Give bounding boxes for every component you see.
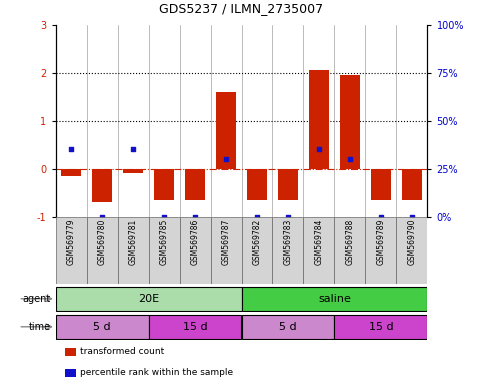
Bar	[185, 169, 205, 200]
Text: GSM569785: GSM569785	[159, 218, 169, 265]
Text: GSM569783: GSM569783	[284, 218, 293, 265]
Text: transformed count: transformed count	[80, 347, 164, 356]
Text: GSM569780: GSM569780	[98, 218, 107, 265]
Bar	[309, 70, 329, 169]
Bar	[92, 169, 112, 202]
Bar	[340, 75, 360, 169]
Text: GSM569789: GSM569789	[376, 218, 385, 265]
Bar	[149, 315, 242, 339]
Bar	[242, 287, 427, 311]
Point	[408, 214, 416, 220]
Bar	[86, 217, 117, 284]
Point	[98, 214, 106, 220]
Bar	[397, 217, 427, 284]
Text: 5 d: 5 d	[93, 322, 111, 332]
Text: 20E: 20E	[138, 294, 159, 304]
Text: GSM569782: GSM569782	[253, 218, 261, 265]
Bar	[371, 169, 391, 200]
Point	[222, 156, 230, 162]
Text: 15 d: 15 d	[183, 322, 207, 332]
Point	[67, 146, 75, 152]
Bar	[117, 217, 149, 284]
Text: GSM569788: GSM569788	[345, 218, 355, 265]
Point	[284, 214, 292, 220]
Bar	[242, 217, 272, 284]
Bar	[247, 169, 267, 200]
Text: time: time	[28, 322, 51, 332]
Bar	[334, 217, 366, 284]
Bar	[216, 92, 236, 169]
Text: agent: agent	[23, 294, 51, 304]
Bar	[366, 217, 397, 284]
Bar	[154, 169, 174, 200]
Text: GDS5237 / ILMN_2735007: GDS5237 / ILMN_2735007	[159, 2, 324, 15]
Bar	[334, 315, 427, 339]
Bar	[56, 217, 86, 284]
Bar	[211, 217, 242, 284]
Point	[160, 214, 168, 220]
Bar	[242, 315, 334, 339]
Text: 5 d: 5 d	[279, 322, 297, 332]
Bar	[56, 287, 242, 311]
Bar	[61, 169, 81, 176]
Point	[129, 146, 137, 152]
Point	[253, 214, 261, 220]
Point	[377, 214, 385, 220]
Bar	[272, 217, 303, 284]
Text: saline: saline	[318, 294, 351, 304]
Text: GSM569784: GSM569784	[314, 218, 324, 265]
Point	[346, 156, 354, 162]
Text: percentile rank within the sample: percentile rank within the sample	[80, 368, 233, 377]
Bar	[149, 217, 180, 284]
Point	[191, 214, 199, 220]
Text: GSM569790: GSM569790	[408, 218, 416, 265]
Point	[315, 146, 323, 152]
Bar	[303, 217, 334, 284]
Text: GSM569779: GSM569779	[67, 218, 75, 265]
Text: GSM569787: GSM569787	[222, 218, 230, 265]
Bar	[402, 169, 422, 200]
Bar	[123, 169, 143, 174]
Bar	[56, 315, 149, 339]
Bar	[278, 169, 298, 200]
Text: GSM569781: GSM569781	[128, 218, 138, 265]
Bar	[180, 217, 211, 284]
Text: 15 d: 15 d	[369, 322, 393, 332]
Text: GSM569786: GSM569786	[190, 218, 199, 265]
